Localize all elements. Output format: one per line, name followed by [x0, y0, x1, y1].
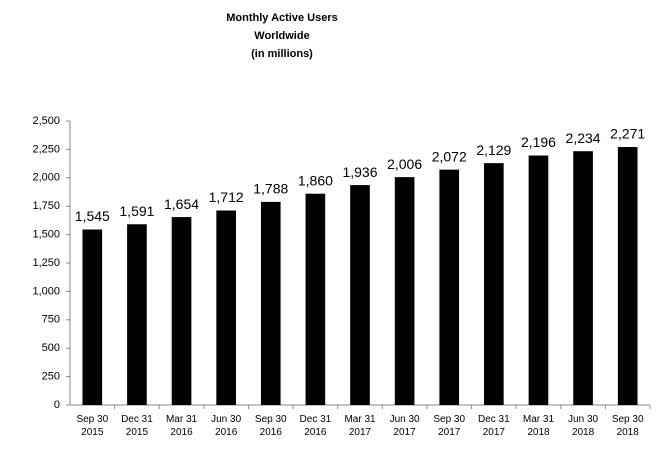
x-tick-label: Jun 30 2018 [568, 414, 599, 438]
value-label: 1,936 [342, 164, 377, 180]
x-tick-label: Mar 31 2016 [165, 414, 198, 438]
y-tick-label: 0 [54, 399, 60, 411]
y-tick-label: 500 [42, 342, 60, 354]
value-label: 2,006 [387, 156, 422, 172]
x-tick-label: Jun 30 2016 [211, 414, 242, 438]
y-tick-label: 250 [42, 371, 60, 383]
value-label: 1,654 [164, 196, 199, 212]
x-tick-label: Sep 30 2016 [254, 414, 287, 438]
bar [171, 217, 192, 405]
y-tick-label: 2,500 [32, 115, 60, 127]
bar [127, 224, 147, 405]
x-tick-label: Dec 31 2015 [121, 414, 153, 438]
chart-title: (in millions) [251, 48, 313, 60]
y-tick-label: 1,500 [32, 229, 60, 241]
bar [484, 163, 504, 405]
x-tick-label: Mar 31 2017 [344, 414, 376, 438]
x-tick-label: Jun 30 2017 [389, 414, 420, 438]
value-label: 2,129 [476, 142, 511, 158]
value-label: 1,591 [119, 203, 154, 219]
x-tick-label: Dec 31 2016 [299, 414, 332, 438]
y-tick-label: 2,000 [32, 172, 60, 184]
x-tick-label: Mar 31 2018 [522, 414, 555, 438]
bar [394, 177, 415, 405]
y-tick-label: 750 [42, 314, 60, 326]
bar [260, 201, 281, 405]
value-label: 2,196 [521, 134, 556, 150]
chart-title: Worldwide [254, 30, 309, 42]
bar [305, 193, 326, 405]
y-tick-label: 1,250 [32, 257, 60, 269]
bar [216, 210, 236, 405]
bar [617, 147, 638, 405]
value-label: 2,072 [432, 148, 467, 164]
value-label: 2,271 [610, 126, 645, 142]
bar [82, 229, 103, 405]
value-label: 2,234 [566, 130, 601, 146]
value-label: 1,712 [209, 189, 244, 205]
bar [528, 155, 549, 405]
value-label: 1,860 [298, 172, 333, 188]
x-tick-label: Sep 30 2017 [433, 414, 466, 438]
chart-title: Monthly Active Users [226, 12, 337, 24]
bar [573, 151, 593, 405]
bar [350, 185, 370, 405]
bar [439, 169, 460, 405]
y-tick-label: 1,750 [32, 200, 60, 212]
x-tick-label: Sep 30 2015 [76, 414, 109, 438]
y-tick-label: 2,250 [32, 143, 60, 155]
y-tick-label: 1,000 [32, 285, 60, 297]
value-label: 1,788 [253, 181, 288, 197]
x-tick-label: Sep 30 2018 [611, 414, 644, 438]
x-tick-label: Dec 31 2017 [478, 414, 510, 438]
value-label: 1,545 [75, 208, 110, 224]
